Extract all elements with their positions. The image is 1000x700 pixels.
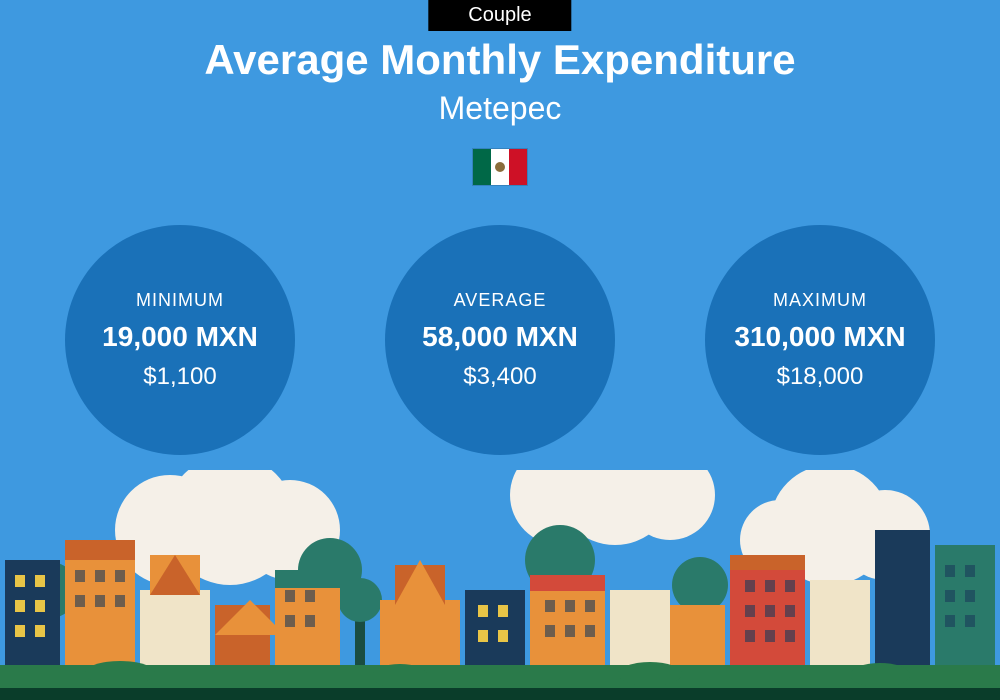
flag-stripe-red <box>509 149 527 185</box>
stat-usd-value: $18,000 <box>777 363 864 391</box>
stat-label: MAXIMUM <box>773 290 867 311</box>
infographic-page: Couple Average Monthly Expenditure Metep… <box>0 0 1000 700</box>
stat-label: AVERAGE <box>454 290 547 311</box>
flag-emblem-icon <box>495 162 505 172</box>
flag-stripe-white <box>491 149 509 185</box>
stat-local-value: 310,000 MXN <box>734 321 905 353</box>
stat-usd-value: $1,100 <box>143 363 216 391</box>
flag-stripe-green <box>473 149 491 185</box>
stat-usd-value: $3,400 <box>463 363 536 391</box>
stat-local-value: 19,000 MXN <box>102 321 258 353</box>
page-title: Average Monthly Expenditure <box>0 36 1000 84</box>
country-flag-icon <box>472 148 528 186</box>
stat-circle-minimum: MINIMUM 19,000 MXN $1,100 <box>65 225 295 455</box>
stats-row: MINIMUM 19,000 MXN $1,100 AVERAGE 58,000… <box>0 225 1000 455</box>
stat-label: MINIMUM <box>136 290 224 311</box>
category-badge-text: Couple <box>468 4 531 26</box>
cityscape-illustration <box>0 470 1000 700</box>
stat-circle-average: AVERAGE 58,000 MXN $3,400 <box>385 225 615 455</box>
stat-circle-maximum: MAXIMUM 310,000 MXN $18,000 <box>705 225 935 455</box>
stat-local-value: 58,000 MXN <box>422 321 578 353</box>
city-name: Metepec <box>0 90 1000 127</box>
category-badge: Couple <box>428 0 571 31</box>
